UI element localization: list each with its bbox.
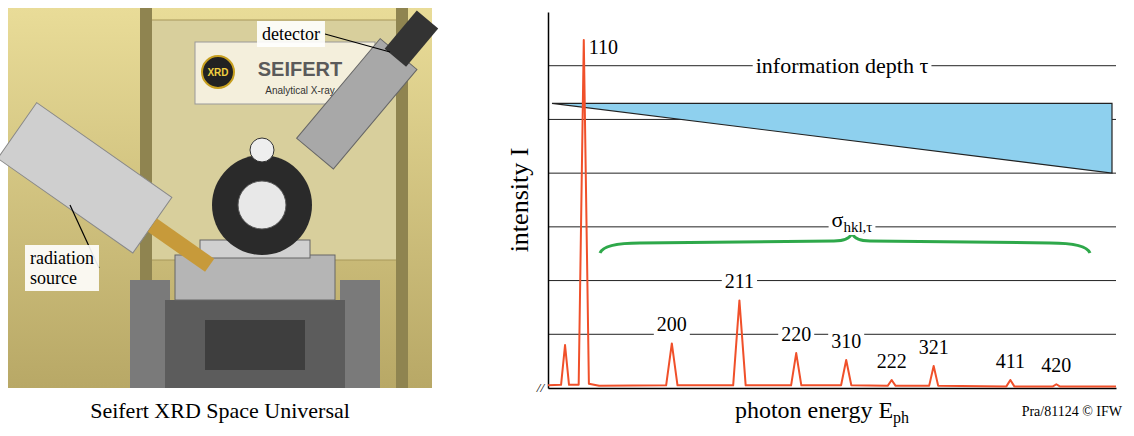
peak-label: 220 [781, 323, 811, 345]
goniometer-center [238, 181, 286, 229]
information-depth-label: information depth τ [756, 53, 929, 78]
x-axis [549, 388, 1117, 389]
peak-label: 200 [657, 313, 687, 335]
peak-label: 321 [919, 336, 949, 358]
peak-label: 411 [996, 350, 1025, 372]
x-axis-title: photon energy Eph [735, 397, 909, 427]
y-axis [548, 13, 550, 389]
peak-label: 420 [1041, 354, 1071, 376]
peak-label: 110 [589, 36, 618, 58]
photo-caption: Seifert XRD Space Universal [90, 398, 350, 423]
label-patch [993, 350, 1028, 372]
spectrum-line [548, 40, 1116, 386]
callout: detector [257, 21, 390, 52]
photo: XRD SEIFERT Analytical X-ray detector radiat… [0, 4, 446, 388]
label-patch [829, 207, 876, 235]
detector-head [385, 11, 439, 67]
label-patch [654, 313, 690, 335]
source-tube [148, 219, 215, 272]
base [165, 300, 345, 388]
base-detail [205, 320, 305, 370]
peak-label: 310 [831, 330, 861, 352]
label-patch [778, 323, 814, 345]
plot-area [548, 40, 1116, 386]
sigma-label: σhkl,τ [832, 207, 873, 235]
information-depth-wedge [552, 103, 1112, 173]
dial-gauge [250, 138, 274, 162]
x-axis-title-subscript: ph [893, 409, 909, 427]
stand [130, 280, 170, 388]
chart-texts: information depth τ σhkl,τ 110 200 211 220 310… [586, 36, 1075, 376]
peak-label: 222 [877, 350, 907, 372]
stand [340, 280, 380, 388]
label-patch [828, 330, 864, 352]
axis-break: // [536, 380, 546, 395]
sign-logo-text: XRD [207, 67, 228, 78]
y-axis-title: intensity I [505, 148, 534, 253]
label-patch [874, 350, 910, 372]
callout: radiationsource [25, 205, 99, 291]
x-axis-title-text: photon energy E [735, 397, 893, 423]
grid-line [548, 173, 1116, 174]
label-patch [586, 36, 621, 58]
callout-box [257, 21, 325, 47]
callout-label: detector [262, 24, 320, 44]
goniometer [212, 155, 312, 255]
grid [548, 66, 1116, 335]
grid-line [548, 280, 1116, 281]
sign-brand: SEIFERT [258, 58, 342, 80]
sigma-brace [600, 233, 1090, 253]
sign-logo [202, 56, 234, 88]
sign-subtitle: Analytical X-ray [265, 85, 334, 96]
label-patch [753, 53, 932, 78]
y-axis-line [548, 13, 550, 389]
callout-box [25, 245, 99, 291]
label-patch [722, 270, 757, 292]
credit: Pra/81124 © IFW [1022, 404, 1123, 419]
label-patch [1038, 354, 1074, 376]
sigma-subscript: hkl,τ [843, 219, 872, 235]
source-arm [0, 103, 229, 293]
enclosure-back [150, 20, 400, 260]
chart: information depth τ σhkl,τ 110 200 211 220 310… [548, 13, 1117, 389]
callout-label: radiationsource [30, 248, 94, 288]
source-housing [0, 103, 172, 253]
callout-line [325, 34, 390, 52]
sigma-symbol: σ [832, 207, 844, 232]
x-axis-line [549, 388, 1117, 390]
peak-label: 211 [725, 270, 754, 292]
figure: XRD SEIFERT Analytical X-ray detector radiat… [0, 0, 1134, 436]
label-patch [916, 336, 952, 358]
